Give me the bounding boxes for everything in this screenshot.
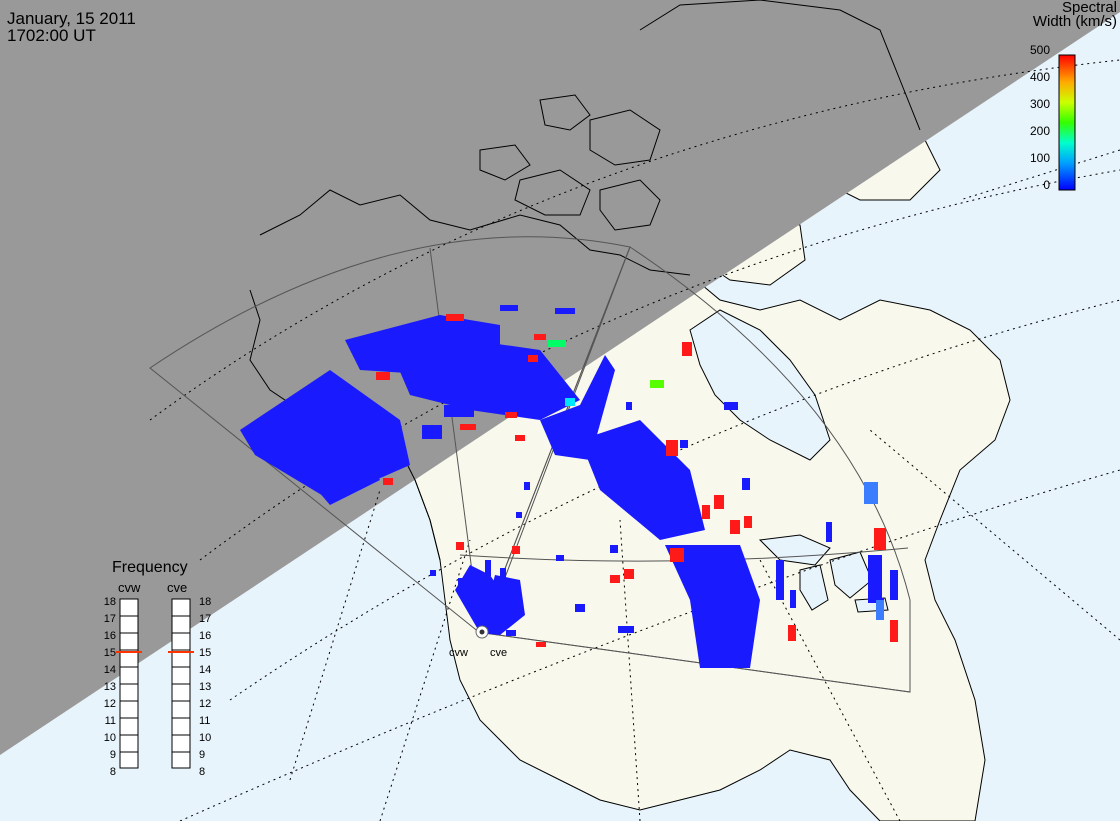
freq-level-label: 16 [103, 630, 116, 642]
scatter-mid [548, 340, 884, 620]
colorbar-tick: 400 [1029, 70, 1050, 84]
time-label: 1702:00 UT [7, 26, 96, 45]
colorbar [1058, 54, 1076, 191]
freq-level-label: 8 [199, 766, 206, 778]
freq-level-label: 18 [103, 596, 116, 608]
site-label-cvw: cvw [449, 647, 468, 659]
freq-level-label: 10 [199, 732, 212, 744]
frequency-radar-cvw: cvw [118, 580, 141, 595]
colorbar-tick: 100 [1029, 151, 1050, 165]
freq-level-label: 13 [199, 681, 212, 693]
freq-level-label: 13 [103, 681, 116, 693]
scatter-cvw [240, 305, 898, 668]
freq-level-label: 12 [103, 698, 116, 710]
scatter-cve-near [455, 560, 525, 636]
freq-level-label: 9 [199, 749, 206, 761]
hudson-bay [689, 309, 831, 461]
frequency-radar-cve: cve [167, 580, 188, 595]
freq-level-label: 11 [104, 715, 116, 727]
scatter-high [376, 314, 898, 647]
colorbar-tick: 200 [1029, 124, 1050, 138]
freq-level-label: 17 [103, 613, 116, 625]
freq-level-label: 14 [103, 664, 116, 676]
freq-level-label: 16 [199, 630, 212, 642]
colorbar-tick: 500 [1029, 43, 1050, 57]
freq-level-label: 18 [199, 596, 212, 608]
freq-level-label: 10 [103, 732, 116, 744]
freq-level-label: 15 [199, 647, 212, 659]
colorbar-tick: 0 [1043, 178, 1050, 192]
freq-level-label: 11 [199, 715, 211, 727]
colorbar-tick: 300 [1029, 97, 1050, 111]
freq-level-label: 9 [109, 749, 116, 761]
colorbar-title: Spectral [1061, 0, 1117, 16]
colorbar-unit: Width (km/s) [1032, 13, 1117, 30]
freq-level-label: 12 [199, 698, 212, 710]
date-label: January, 15 2011 [7, 9, 136, 28]
freq-level-label: 17 [199, 613, 212, 625]
site-label-cve: cve [490, 647, 508, 659]
freq-level-label: 14 [199, 664, 212, 676]
freq-level-label: 8 [109, 766, 116, 778]
freq-level-label: 15 [103, 647, 116, 659]
frequency-title: Frequency [112, 559, 188, 576]
frequency-grid [120, 615, 190, 753]
